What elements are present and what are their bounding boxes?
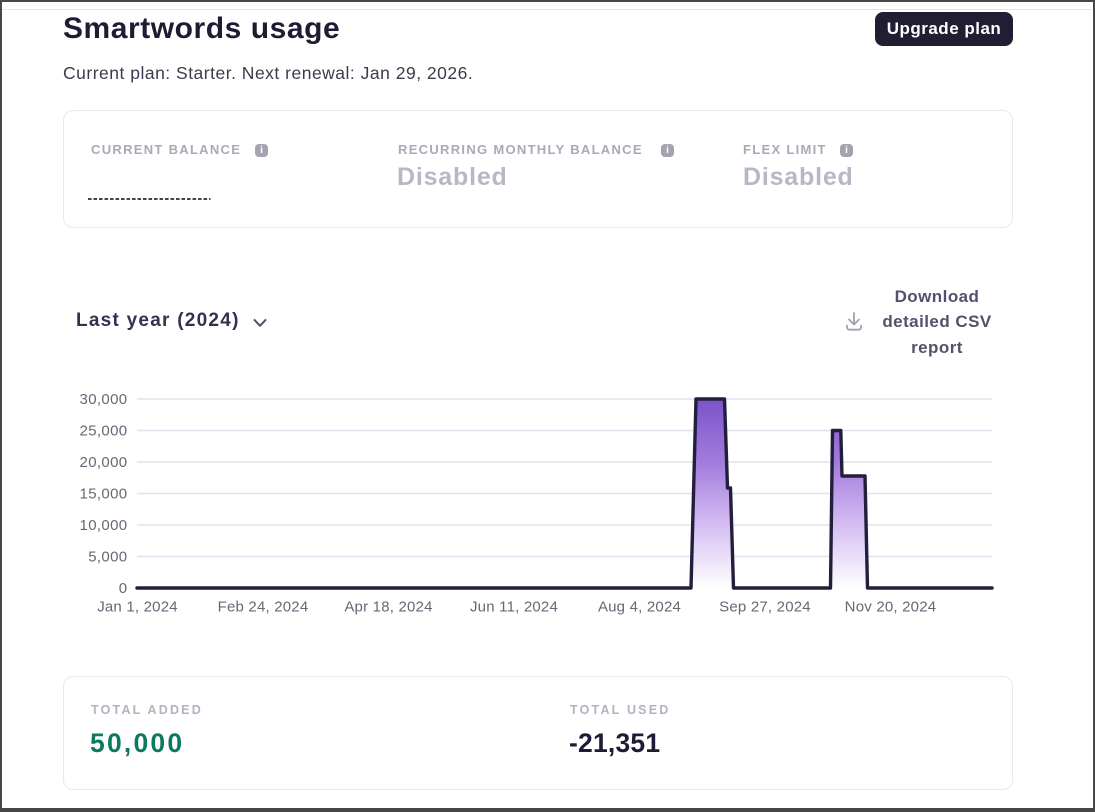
svg-text:Sep 27, 2024: Sep 27, 2024 <box>719 599 811 616</box>
svg-text:Aug 4, 2024: Aug 4, 2024 <box>598 599 681 616</box>
svg-text:15,000: 15,000 <box>80 486 128 503</box>
svg-text:Jun 11, 2024: Jun 11, 2024 <box>470 599 558 616</box>
svg-text:Apr 18, 2024: Apr 18, 2024 <box>344 599 432 616</box>
svg-text:Nov 20, 2024: Nov 20, 2024 <box>845 599 937 616</box>
svg-text:30,000: 30,000 <box>80 391 128 408</box>
svg-text:25,000: 25,000 <box>80 423 128 440</box>
svg-text:0: 0 <box>119 580 128 597</box>
svg-text:20,000: 20,000 <box>80 454 128 471</box>
svg-text:Jan 1, 2024: Jan 1, 2024 <box>97 599 178 616</box>
svg-text:5,000: 5,000 <box>88 549 127 566</box>
svg-text:Feb 24, 2024: Feb 24, 2024 <box>218 599 309 616</box>
svg-text:10,000: 10,000 <box>80 517 128 534</box>
